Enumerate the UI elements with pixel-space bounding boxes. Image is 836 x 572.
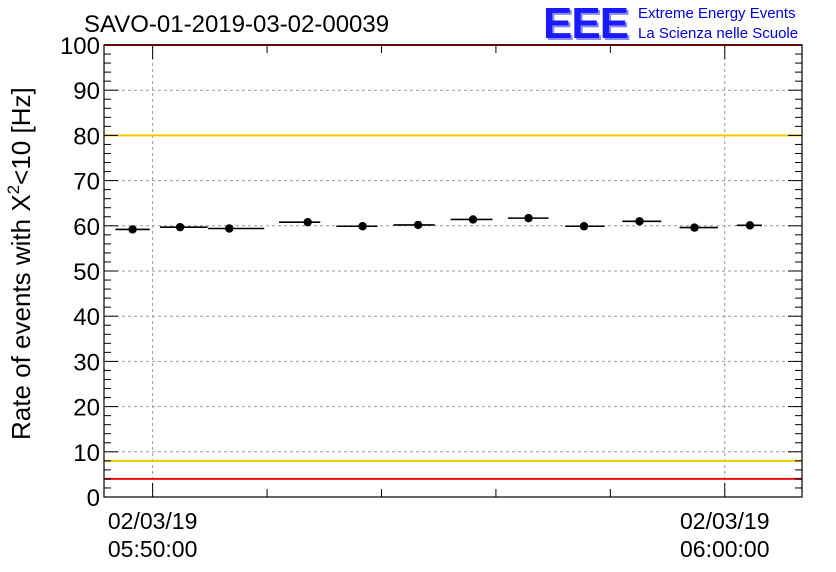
logo-line-2: La Scienza nelle Scuole (638, 25, 799, 42)
x-tick-label-time: 05:50:00 (108, 536, 198, 562)
data-point (175, 222, 185, 232)
data-point (690, 223, 699, 232)
y-axis-label-sup: 2 (4, 185, 23, 194)
data-point (303, 217, 312, 227)
data-point (413, 220, 423, 230)
data-point (524, 213, 533, 223)
data-series (115, 213, 762, 234)
x-tick-label-date: 02/03/19 (680, 508, 770, 534)
data-point (468, 215, 478, 224)
y-tick-label: 90 (73, 78, 100, 105)
y-tick-label: 10 (73, 440, 100, 467)
grid (104, 45, 802, 497)
chart-title: SAVO-01-2019-03-02-00039 (84, 11, 389, 38)
y-tick-label: 30 (73, 349, 100, 376)
y-tick-label: 50 (73, 259, 100, 286)
data-point (635, 217, 644, 226)
y-axis-label-post: <10 [Hz] (6, 87, 36, 185)
data-point (579, 222, 589, 231)
y-tick-label: 100 (60, 33, 100, 60)
y-tick-label: 70 (73, 169, 100, 196)
data-point (225, 224, 234, 233)
x-tick-label-date: 02/03/19 (108, 508, 198, 534)
y-tick-label: 20 (73, 395, 100, 422)
data-point (745, 221, 755, 230)
x-tick-label-time: 06:00:00 (680, 536, 770, 562)
y-tick-label: 40 (73, 304, 100, 331)
reference-lines (104, 44, 802, 480)
data-point (128, 225, 137, 234)
y-tick-label: 80 (73, 123, 100, 150)
data-point (358, 222, 367, 231)
axes: 010203040506070809010002/03/1905:50:0002… (60, 33, 803, 562)
y-tick-label: 0 (87, 485, 100, 512)
logo-line-1: Extreme Energy Events (638, 5, 796, 22)
y-axis-label-pre: Rate of events with X (6, 194, 36, 440)
logo-letters: EEE (543, 0, 629, 48)
y-tick-label: 60 (73, 214, 100, 241)
eee-logo: EEE Extreme Energy Events La Scienza nel… (543, 2, 833, 46)
y-axis-label: Rate of events with X2<10 [Hz] (4, 87, 36, 440)
